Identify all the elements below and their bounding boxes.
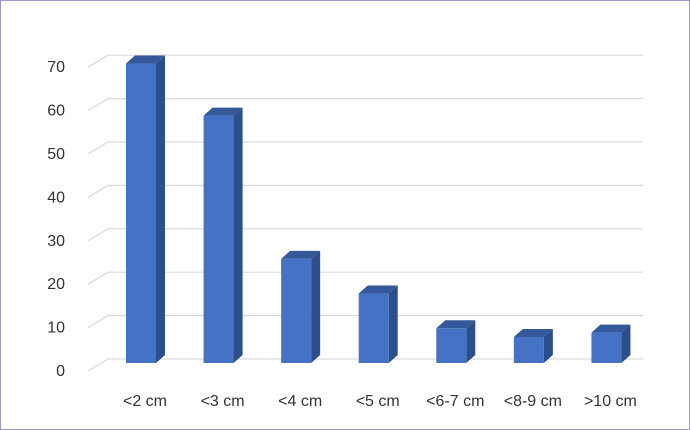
gridline [87, 97, 643, 112]
x-category-label: <8-9 cm [504, 393, 562, 410]
bar [436, 320, 476, 363]
y-axis-tick-labels: 0 10 20 30 40 50 60 70 [47, 59, 65, 380]
gridline [87, 315, 643, 329]
x-category-label: <6-7 cm [426, 393, 484, 410]
gridline [87, 141, 643, 155]
gridlines [87, 54, 643, 372]
x-category-label: <5 cm [356, 393, 400, 410]
x-axis-category-labels: <2 cm <3 cm <4 cm <5 cm <6-7 cm <8-9 cm >10 cm [123, 393, 637, 410]
x-category-label: >10 cm [584, 393, 637, 410]
bar [203, 107, 243, 364]
bars [126, 55, 631, 364]
y-tick-label: 50 [47, 146, 65, 163]
gridline [87, 228, 643, 242]
x-category-label: <4 cm [278, 393, 322, 410]
y-tick-label: 10 [47, 320, 65, 337]
y-tick-label: 30 [47, 233, 65, 250]
y-tick-label: 40 [47, 189, 65, 206]
bar [126, 55, 165, 363]
bar [358, 285, 398, 363]
bar [591, 324, 631, 363]
y-tick-label: 0 [56, 363, 65, 380]
gridline [87, 184, 643, 198]
x-category-label: <3 cm [201, 393, 245, 410]
y-tick-label: 60 [47, 103, 65, 120]
y-tick-label: 70 [47, 59, 65, 76]
y-tick-label: 20 [47, 276, 65, 293]
bar [281, 250, 321, 363]
bar [513, 328, 553, 363]
gridline [87, 271, 643, 285]
gridline [87, 54, 643, 68]
x-category-label: <2 cm [123, 393, 167, 410]
